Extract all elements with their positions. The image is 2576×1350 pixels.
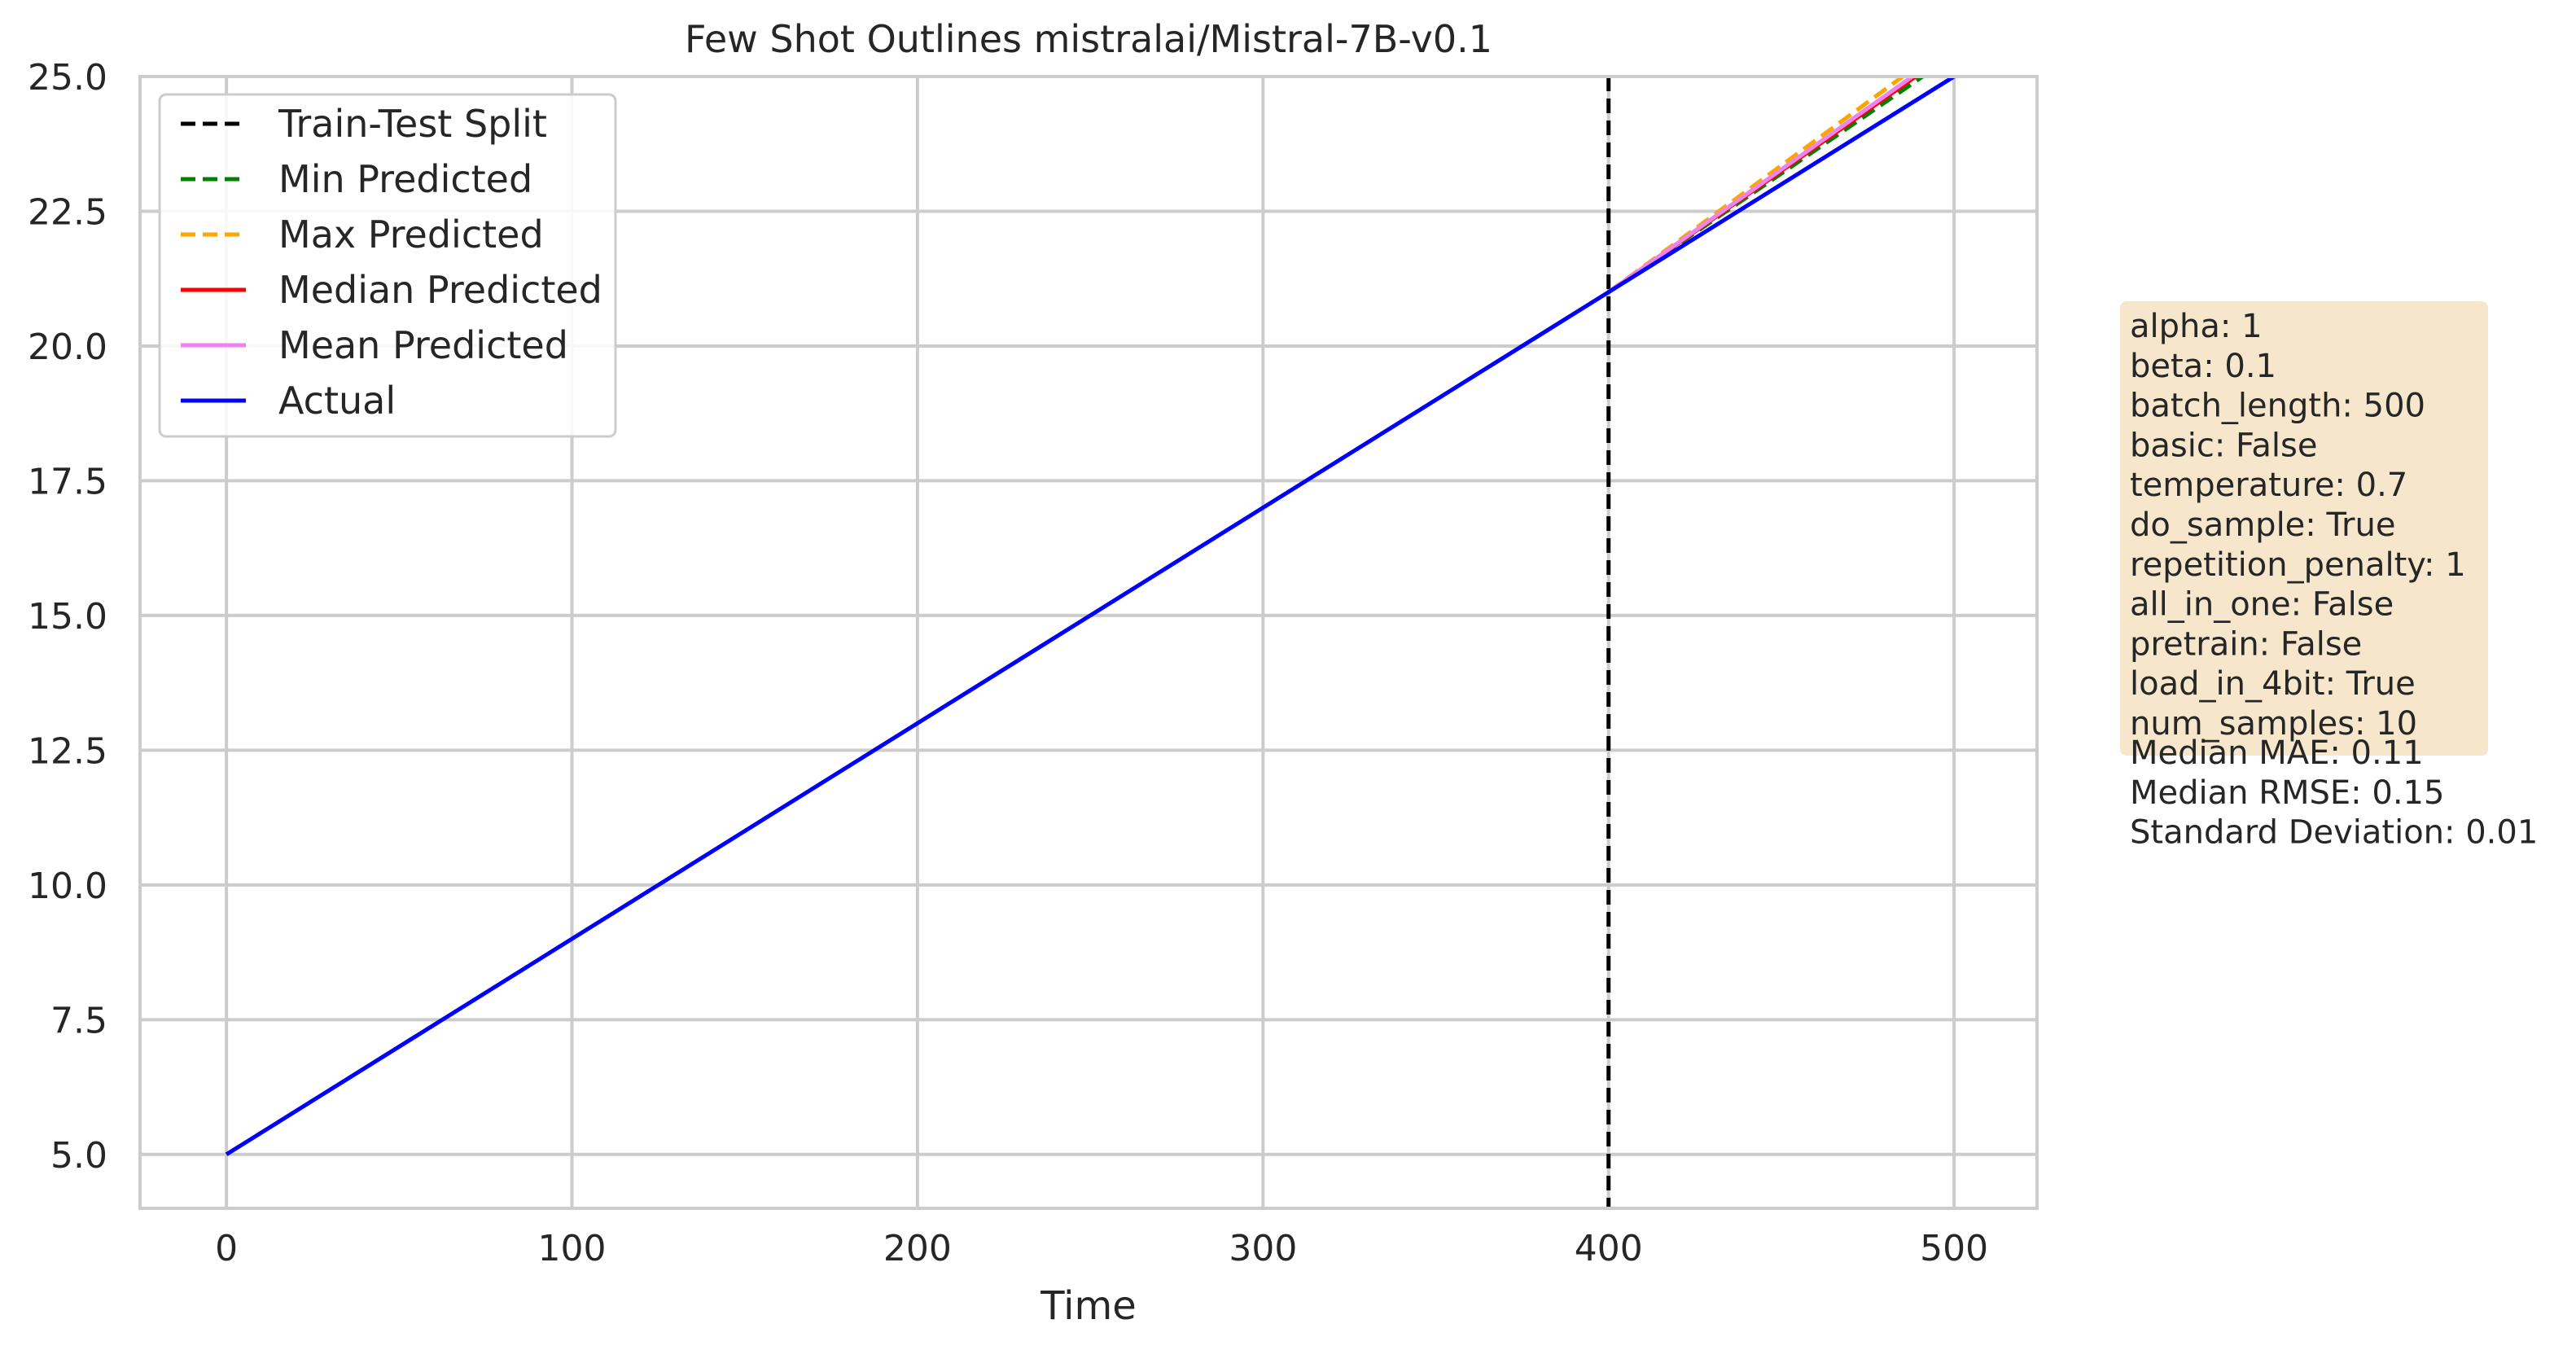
hyperparameter-line: batch_length: 500 (2130, 388, 2425, 425)
hyperparameter-line: basic: False (2130, 427, 2317, 464)
legend-label-mean-predicted: Mean Predicted (278, 323, 568, 367)
series-line-mean-predicted (1607, 77, 1917, 294)
y-tick-label: 22.5 (28, 191, 107, 233)
legend-label-min-predicted: Min Predicted (278, 157, 532, 201)
hyperparameter-line: load_in_4bit: True (2130, 665, 2416, 703)
metric-line: Standard Deviation: 0.01 (2130, 814, 2538, 852)
y-tick-label: 20.0 (28, 327, 107, 368)
hyperparameter-line: all_in_one: False (2130, 586, 2394, 624)
x-tick-label: 500 (1920, 1228, 1988, 1269)
legend-box (158, 93, 617, 438)
x-tick-label: 100 (538, 1228, 607, 1269)
legend-label-actual: Actual (278, 379, 396, 423)
series-line-actual (225, 77, 1956, 1156)
hyperparameter-line: repetition_penalty: 1 (2130, 546, 2466, 584)
legend-label-median-predicted: Median Predicted (278, 268, 602, 312)
metric-line: Median RMSE: 0.15 (2130, 774, 2444, 812)
y-tick-label: 17.5 (28, 461, 107, 502)
y-tick-label: 15.0 (28, 596, 107, 638)
x-tick-label: 300 (1229, 1228, 1297, 1269)
hyperparameter-line: temperature: 0.7 (2130, 467, 2407, 504)
hyperparameter-line: beta: 0.1 (2130, 348, 2276, 385)
hyperparameter-line: pretrain: False (2130, 625, 2362, 663)
legend: Train-Test Split Min Predicted Max Predict… (158, 93, 617, 438)
y-tick-labels: 5.0 7.5 10.0 12.5 15.0 17.5 20.0 22.5 25.0 (28, 57, 107, 1177)
y-tick-label: 10.0 (28, 866, 107, 907)
x-tick-label: 0 (215, 1228, 238, 1269)
metric-line: Median MAE: 0.11 (2130, 734, 2424, 772)
hyperparameter-box (2120, 301, 2488, 756)
chart-title: Few Shot Outlines mistralai/Mistral-7B-v… (685, 17, 1492, 61)
hyperparameter-line: do_sample: True (2130, 506, 2395, 544)
hyperparameter-line: num_samples: 10 (2130, 705, 2417, 743)
x-tick-label: 200 (883, 1228, 952, 1269)
legend-label-train-test-split: Train-Test Split (278, 102, 547, 146)
plot-lines (225, 77, 1956, 1208)
x-tick-labels: 0 100 200 300 400 500 (215, 1228, 1988, 1269)
plot-frame (138, 75, 2039, 1210)
legend-label-max-predicted: Max Predicted (278, 213, 544, 256)
hyperparameter-line: alpha: 1 (2130, 308, 2263, 345)
y-tick-label: 12.5 (28, 730, 107, 772)
y-tick-label: 7.5 (50, 1000, 107, 1041)
x-tick-label: 400 (1575, 1228, 1643, 1269)
x-axis-label: Time (1040, 1283, 1136, 1329)
y-tick-label: 5.0 (50, 1135, 107, 1177)
y-tick-label: 25.0 (28, 57, 107, 99)
